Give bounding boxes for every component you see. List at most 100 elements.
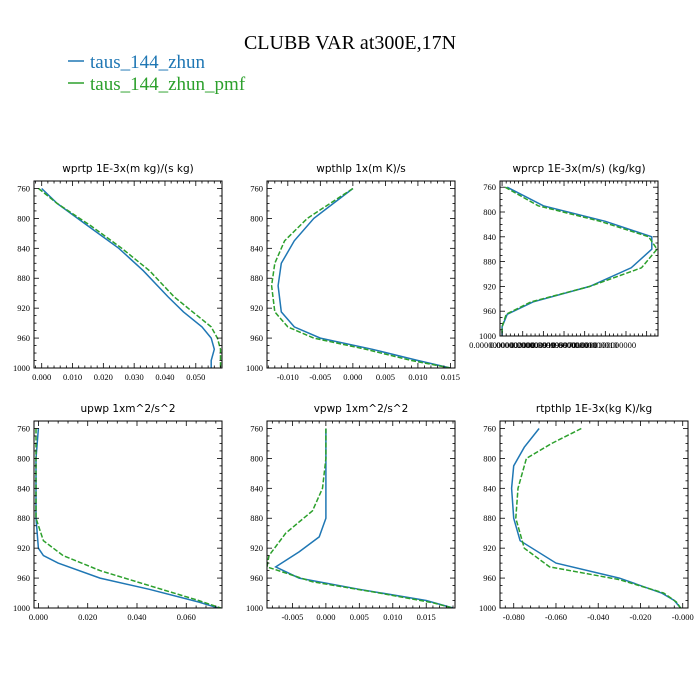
x-tick-label: 0.000 [316,612,335,622]
series-line-2 [38,187,222,368]
x-tick-label: 0.005 [376,372,395,382]
x-tick-label: 0.015 [441,372,460,382]
y-tick-label: 960 [483,573,496,583]
y-tick-label: 880 [483,257,496,267]
plot-frame [499,180,659,337]
figure-title: CLUBB VAR at300E,17N [244,32,456,54]
x-tick-label: -0.060 [545,612,567,622]
series-line-1 [35,428,219,608]
plot-frame [499,420,689,609]
panel-1: wprtp 1E-3x(m kg)/(s kg) 760 800 840 880 920 9… [13,163,223,382]
x-tick-label: 0.015 [417,612,436,622]
x-tick-label: 0.005 [350,612,369,622]
legend-label-series-2: taus_144_zhun_pmf [90,74,246,95]
y-tick-label: 760 [250,183,263,193]
y-tick-label: 840 [483,232,496,242]
series-line-1 [274,428,454,608]
x-tick-label: 0.040 [127,612,146,622]
x-tick-label: -0.000 [672,612,694,622]
panel-3: wprcp 1E-3x(m/s) (kg/kg) 760 800 840 880 920 9… [469,163,659,350]
x-tick-label: 0.010 [383,612,402,622]
x-tick-label: 0.000 [343,372,362,382]
series-line-2 [35,428,222,608]
plot-frame [266,420,456,609]
plot-frame [33,180,223,369]
panel-6: rtpthlp 1E-3x(kg K)/kg 760 800 840 880 920 960… [479,403,694,622]
y-tick-label: 840 [17,483,30,493]
panel-5: vpwp 1xm^2/s^2 760 800 840 880 920 960 1000 -0.0… [246,403,456,622]
x-tick-label: 0.010 [63,372,82,382]
x-tick-label: 0.00000800000010 [552,340,618,350]
y-tick-label: 960 [17,573,30,583]
y-tick-label: 920 [250,303,263,313]
panel-title: wpthlp 1x(m K)/s [316,163,406,175]
x-tick-label: 0.020 [94,372,113,382]
x-tick-label: 0.00000399999970 [510,340,576,350]
panel-title: upwp 1xm^2/s^2 [81,403,176,415]
y-tick-label: 800 [17,213,30,223]
y-tick-label: 840 [250,483,263,493]
legend-label-series-1: taus_144_zhun [90,52,206,73]
y-tick-label: 960 [250,573,263,583]
x-tick-label: -0.080 [503,612,525,622]
x-tick-label: 0.00000000000000 [469,340,535,350]
x-tick-label: 0.030 [125,372,144,382]
series-line-2 [515,427,682,608]
series-line-1 [510,428,682,608]
y-tick-label: 880 [17,513,30,523]
panel-title: wprtp 1E-3x(m kg)/(s kg) [62,163,193,175]
y-tick-label: 800 [250,453,263,463]
y-tick-label: 1000 [246,363,263,373]
x-tick-label: 0.0000100000000 [575,340,637,350]
panel-title: wprcp 1E-3x(m/s) (kg/kg) [512,163,645,175]
y-tick-label: 840 [17,243,30,253]
y-tick-label: 760 [17,423,30,433]
y-tick-label: 920 [17,303,30,313]
y-tick-label: 880 [250,513,263,523]
y-tick-label: 800 [483,453,496,463]
y-tick-label: 880 [17,273,30,283]
y-tick-label: 800 [483,207,496,217]
y-tick-label: 960 [17,333,30,343]
y-tick-label: 1000 [13,363,30,373]
series-line-1 [41,187,216,368]
y-tick-label: 920 [17,543,30,553]
y-tick-label: 880 [483,513,496,523]
y-tick-label: 880 [250,273,263,283]
x-tick-label: -0.010 [277,372,299,382]
panel-4: upwp 1xm^2/s^2 760 800 840 880 920 960 10000.00… [13,403,223,622]
y-tick-label: 960 [483,306,496,316]
legend: taus_144_zhun taus_144_zhun_pmf [68,52,246,95]
x-tick-label: 0.010 [408,372,427,382]
series-line-2 [267,428,454,608]
x-tick-label: -0.020 [629,612,651,622]
y-tick-label: 1000 [479,331,496,341]
x-tick-label: 0.040 [155,372,174,382]
y-tick-label: 960 [250,333,263,343]
y-tick-label: 1000 [246,603,263,613]
y-tick-label: 1000 [13,603,30,613]
series-line-1 [277,187,451,368]
x-tick-label: 0.000 [29,612,48,622]
x-tick-label: -0.005 [281,612,303,622]
y-tick-label: 920 [483,281,496,291]
plot-frame [266,180,456,369]
series-line-2 [501,186,658,336]
x-tick-label: 0.050 [186,372,205,382]
y-tick-label: 760 [483,423,496,433]
panel-grid: wprtp 1E-3x(m kg)/(s kg) 760 800 840 880 920 9… [13,163,694,622]
y-tick-label: 920 [483,543,496,553]
y-tick-label: 840 [483,483,496,493]
x-tick-label: 0.060 [177,612,196,622]
x-tick-label: 0.020 [78,612,97,622]
y-tick-label: 920 [250,543,263,553]
x-tick-label: -0.005 [309,372,331,382]
panel-title: vpwp 1xm^2/s^2 [314,403,409,415]
y-tick-label: 840 [250,243,263,253]
y-tick-label: 760 [483,182,496,192]
series-line-2 [270,187,451,368]
y-tick-label: 800 [17,453,30,463]
y-tick-label: 1000 [479,603,496,613]
x-tick-label: -0.040 [587,612,609,622]
x-tick-label: 0.00000600000010 [531,340,597,350]
